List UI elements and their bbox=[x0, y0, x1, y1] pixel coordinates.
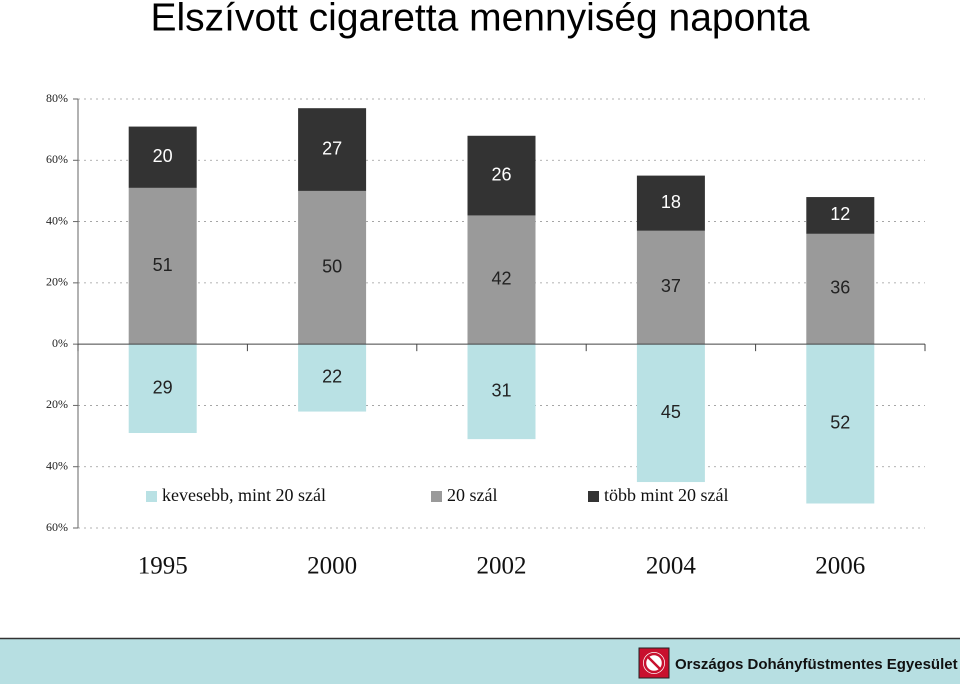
bar bbox=[806, 233, 875, 345]
data-label: 20 bbox=[153, 146, 173, 166]
y-tick-label: 20% bbox=[46, 275, 68, 289]
bar bbox=[467, 344, 536, 440]
data-label: 50 bbox=[322, 256, 342, 276]
data-label: 27 bbox=[322, 138, 342, 158]
data-label: 18 bbox=[661, 192, 681, 212]
legend-swatch bbox=[431, 491, 442, 502]
x-tick-label: 2004 bbox=[646, 553, 697, 580]
y-tick-label: 60% bbox=[46, 520, 68, 534]
bar bbox=[298, 344, 367, 412]
data-label: 29 bbox=[153, 377, 173, 397]
data-label: 52 bbox=[830, 413, 850, 433]
data-label: 12 bbox=[830, 204, 850, 224]
x-tick-label: 2000 bbox=[307, 553, 357, 580]
y-tick-label: 60% bbox=[46, 152, 68, 166]
footer-text: Országos Dohányfüstmentes Egyesület bbox=[675, 656, 958, 673]
bar bbox=[467, 215, 536, 345]
legend-label: több mint 20 szál bbox=[604, 485, 729, 505]
y-tick-label: 40% bbox=[46, 213, 68, 227]
legend-swatch bbox=[588, 491, 599, 502]
y-tick-label: 40% bbox=[46, 458, 68, 472]
data-label: 45 bbox=[661, 402, 681, 422]
chart-title: Elszívott cigaretta mennyiség naponta bbox=[150, 0, 809, 39]
legend-label: kevesebb, mint 20 szál bbox=[162, 485, 326, 505]
legend-label: 20 szál bbox=[447, 485, 497, 505]
y-tick-label: 20% bbox=[46, 397, 68, 411]
data-label: 31 bbox=[491, 380, 511, 400]
data-label: 36 bbox=[830, 278, 850, 298]
logo bbox=[638, 647, 670, 679]
x-tick-label: 2002 bbox=[477, 553, 527, 580]
bar bbox=[128, 187, 197, 345]
x-tick-label: 1995 bbox=[138, 553, 188, 580]
y-tick-label: 80% bbox=[46, 91, 68, 105]
data-label: 51 bbox=[153, 255, 173, 275]
bar bbox=[298, 190, 367, 345]
bar bbox=[636, 230, 705, 345]
bar bbox=[298, 108, 367, 191]
data-label: 26 bbox=[491, 164, 511, 184]
data-label: 22 bbox=[322, 367, 342, 387]
legend-swatch bbox=[146, 491, 157, 502]
bar bbox=[128, 126, 197, 188]
bar bbox=[128, 344, 197, 434]
bar bbox=[467, 135, 536, 216]
x-tick-label: 2006 bbox=[815, 553, 865, 580]
data-label: 42 bbox=[491, 269, 511, 289]
y-tick-label: 0% bbox=[52, 336, 68, 350]
bar bbox=[806, 344, 875, 504]
data-label: 37 bbox=[661, 276, 681, 296]
bar bbox=[636, 175, 705, 231]
footer-band bbox=[0, 638, 960, 684]
bar bbox=[806, 197, 875, 234]
bar bbox=[636, 344, 705, 483]
